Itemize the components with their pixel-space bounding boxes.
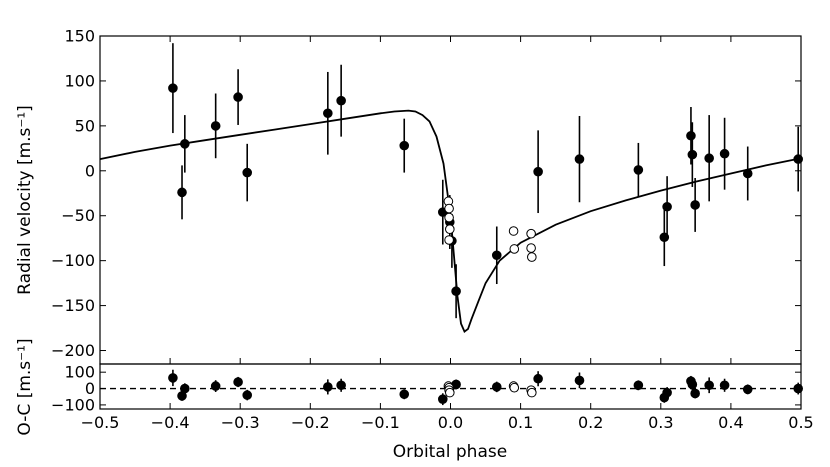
- residual-filled-point: [437, 394, 448, 404]
- rv-filled-point: [662, 201, 672, 212]
- residual-filled-point: [574, 375, 585, 386]
- rv-filled-point: [168, 83, 178, 93]
- residual-filled-point: [336, 380, 346, 391]
- rv-open-point: [526, 228, 536, 239]
- rv-open-point: [444, 203, 454, 214]
- residual-filled-point: [323, 382, 333, 392]
- rv-filled-point: [690, 200, 700, 210]
- residual-filled-point: [687, 379, 698, 390]
- x-tick-label: −0.5: [81, 413, 120, 432]
- rv-y-tick-label: 150: [64, 27, 95, 46]
- rv-y-tick-label: −100: [51, 251, 95, 270]
- rv-y-tick-label: −200: [51, 341, 95, 360]
- rv-open-point: [527, 252, 537, 262]
- model-curve: [99, 109, 802, 333]
- rv-open-point: [508, 226, 519, 236]
- rv-y-tick-label: −150: [51, 296, 95, 315]
- residual-y-tick-label: 0: [85, 379, 95, 398]
- rv-filled-point: [633, 165, 644, 175]
- residual-open-point: [444, 387, 455, 398]
- rv-data-points: [168, 43, 803, 319]
- residual-filled-point: [662, 387, 672, 398]
- residual-y-tick-label: 100: [64, 363, 95, 382]
- rv-filled-point: [793, 154, 803, 164]
- rv-filled-point: [574, 154, 585, 164]
- rv-y-tick-label: 100: [64, 71, 95, 90]
- rv-ylabel: Radial velocity [m.s⁻¹]: [15, 105, 35, 295]
- residual-filled-point: [690, 388, 700, 399]
- residual-open-point: [527, 387, 537, 398]
- residual-y-tick-label: −100: [51, 395, 95, 414]
- rv-ticks: −200 −150 −100 −50 0 50 100 150: [51, 27, 801, 360]
- x-tick-label: 0.5: [788, 413, 813, 432]
- residual-filled-point: [533, 373, 543, 384]
- residual-filled-point: [399, 389, 410, 400]
- residual-filled-point: [210, 381, 221, 391]
- rv-open-point: [444, 235, 454, 245]
- x-tick-label: −0.3: [221, 413, 260, 432]
- rv-filled-point: [719, 148, 730, 159]
- rv-filled-point: [704, 153, 714, 164]
- x-tick-label: 0.3: [648, 413, 673, 432]
- rv-filled-point: [180, 139, 190, 149]
- rv-y-tick-label: 0: [85, 161, 95, 180]
- rv-filled-point: [177, 187, 187, 198]
- rv-open-point: [444, 212, 454, 223]
- x-tick-label: 0.0: [438, 413, 463, 432]
- rv-filled-point: [533, 166, 543, 177]
- x-axis-label: Orbital phase: [393, 442, 507, 462]
- residual-filled-point: [233, 377, 243, 387]
- x-tick-label: −0.4: [151, 413, 190, 432]
- residual-filled-point: [719, 380, 730, 391]
- rv-filled-point: [233, 92, 243, 102]
- rv-filled-point: [491, 250, 502, 261]
- rv-y-tick-label: 50: [75, 116, 95, 135]
- rv-y-tick-label: −50: [61, 206, 95, 225]
- rv-filled-point: [451, 286, 461, 297]
- residual-filled-point: [704, 380, 714, 391]
- x-tick-label: −0.2: [291, 413, 330, 432]
- residual-filled-point: [168, 373, 178, 383]
- rv-filled-point: [686, 130, 696, 141]
- residual-filled-point: [793, 383, 803, 394]
- x-tick-label: −0.1: [361, 413, 400, 432]
- x-tick-label: 0.1: [508, 413, 533, 432]
- rv-filled-point: [210, 121, 221, 131]
- rv-filled-point: [242, 167, 253, 178]
- residual-filled-point: [180, 383, 190, 394]
- rv-open-point: [509, 244, 520, 254]
- rv-filled-point: [323, 108, 333, 119]
- residual-filled-point: [742, 384, 753, 395]
- rv-filled-point: [336, 95, 346, 106]
- x-axis: −0.5 −0.4 −0.3 −0.2 −0.1 0.0 0.1 0.2 0.3 0.4 0.5: [81, 36, 814, 432]
- rv-open-point: [526, 243, 536, 253]
- residual-ylabel: O-C [m.s⁻¹]: [15, 338, 35, 435]
- rv-filled-point: [687, 149, 698, 160]
- residual-filled-point: [242, 390, 253, 400]
- residual-data-points: [168, 369, 803, 406]
- rv-panel: −200 −150 −100 −50 0 50 100 150 Radial velocity…: [15, 27, 803, 365]
- residual-filled-point: [491, 382, 502, 392]
- residual-open-point: [509, 382, 520, 393]
- rv-open-point: [444, 224, 455, 235]
- x-tick-label: 0.2: [578, 413, 603, 432]
- residual-filled-point: [633, 380, 644, 391]
- x-tick-label: 0.4: [718, 413, 743, 432]
- rv-filled-point: [742, 168, 753, 179]
- rv-filled-point: [399, 140, 410, 151]
